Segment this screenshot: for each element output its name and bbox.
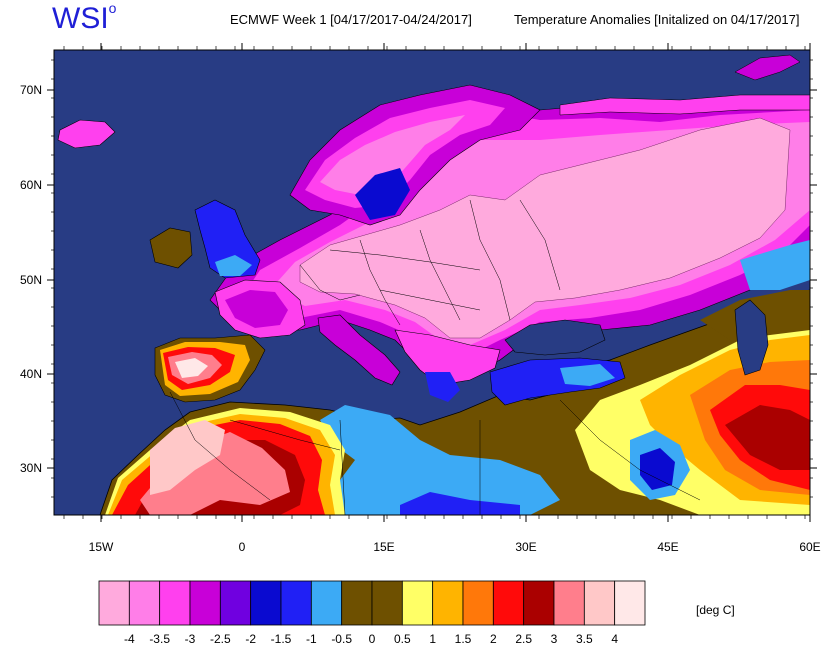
- lon-tick-label: 45E: [657, 540, 678, 554]
- scandinavia-pink: [320, 115, 465, 195]
- legend-swatch: [128, 580, 161, 626]
- nw-africa-warm-lightpink: [150, 420, 225, 495]
- legend-swatch: [371, 580, 403, 626]
- legend-label: 1: [429, 632, 436, 646]
- legend-units: [deg C]: [696, 603, 735, 617]
- sahara-blue-spot: [400, 492, 520, 515]
- lat-tick-label: 30N: [20, 461, 42, 475]
- legend-label: 2: [490, 632, 497, 646]
- legend-label: 0.5: [394, 632, 411, 646]
- legend-label: 3.5: [576, 632, 593, 646]
- lat-tick-label: 70N: [20, 83, 42, 97]
- color-legend: -4 -3.5 -3 -2.5 -2 -1.5 -1 -0.5 0 0.5 1 1.5 2 2.5 3 3.5…: [98, 580, 646, 646]
- lon-tick-label: 60E: [799, 540, 820, 554]
- sahara-cool-band: [320, 405, 560, 515]
- legend-swatch: [250, 580, 282, 626]
- middle-east-darkred: [725, 405, 810, 470]
- turkey-lightblue: [560, 364, 615, 386]
- novaya-zemlya: [734, 54, 801, 81]
- lon-tick-label: 15E: [373, 540, 394, 554]
- legend-swatch: [553, 580, 585, 626]
- greece-blue: [425, 372, 460, 402]
- legend-swatch: [159, 580, 191, 626]
- legend-swatch: [462, 580, 494, 626]
- lat-tick-label: 60N: [20, 178, 42, 192]
- arabia-cold-core: [640, 448, 675, 490]
- legend-label: -2: [245, 632, 256, 646]
- legend-swatch: [432, 580, 464, 626]
- legend-label: -3.5: [149, 632, 170, 646]
- legend-swatch: [310, 580, 343, 626]
- legend-swatch: [341, 580, 373, 626]
- legend-label: -4: [124, 632, 135, 646]
- land-anomaly-layer: [57, 54, 810, 515]
- legend-label: -1.5: [271, 632, 292, 646]
- legend-swatch: [614, 580, 646, 626]
- lon-tick-label: 30E: [515, 540, 536, 554]
- legend-label: 4: [611, 632, 618, 646]
- legend-swatch: [492, 580, 525, 626]
- balkans-cold: [394, 329, 501, 386]
- latitude-ticks: 70N 60N 50N 40N 30N: [20, 59, 817, 498]
- legend-label: -0.5: [331, 632, 352, 646]
- ireland-neutral: [149, 227, 193, 269]
- caspian-sea: [734, 299, 769, 376]
- norway-blue: [355, 168, 410, 220]
- legend-swatch: [98, 580, 130, 626]
- logo-text: WSI: [52, 2, 109, 35]
- lon-tick-label: 0: [239, 540, 246, 554]
- nw-africa-warm-pink: [140, 432, 290, 515]
- italy-cold: [317, 314, 401, 386]
- arctic-russia: [559, 94, 810, 116]
- legend-swatch: [401, 580, 434, 626]
- legend-label: 3: [551, 632, 558, 646]
- black-sea: [504, 319, 606, 356]
- forecast-period-title: ECMWF Week 1 [04/17/2017-04/24/2017]: [230, 12, 472, 27]
- legend-swatch: [280, 580, 312, 626]
- legend-label: -1: [306, 632, 317, 646]
- anomaly-title: Temperature Anomalies [Initalized on 04/…: [514, 12, 800, 27]
- east-europe-cold-core: [299, 117, 791, 339]
- lon-tick-label: 15W: [89, 540, 114, 554]
- map-frame: [53, 49, 811, 516]
- legend-swatch: [189, 580, 221, 626]
- iberia-lightpink: [175, 358, 208, 378]
- legend-label: 1.5: [455, 632, 472, 646]
- legend-swatch: [583, 580, 616, 626]
- france-purple: [225, 290, 288, 328]
- legend-label: 2.5: [515, 632, 532, 646]
- lat-tick-label: 50N: [20, 273, 42, 287]
- country-borders: [169, 199, 701, 515]
- longitude-ticks: 15W 0 15E 30E 45E 60E: [63, 43, 821, 554]
- legend-swatch: [219, 580, 252, 626]
- logo-mark: o: [108, 0, 117, 16]
- wsi-logo: WSIo: [52, 0, 117, 36]
- britain-lightblue: [215, 255, 252, 276]
- caucasus-cool: [740, 240, 810, 290]
- legend-label: 0: [369, 632, 376, 646]
- lat-tick-label: 40N: [20, 367, 42, 381]
- legend-label: -3: [185, 632, 196, 646]
- legend-label: -2.5: [210, 632, 231, 646]
- britain-cold: [194, 199, 261, 279]
- iceland: [57, 119, 116, 149]
- legend-swatch: [523, 580, 555, 626]
